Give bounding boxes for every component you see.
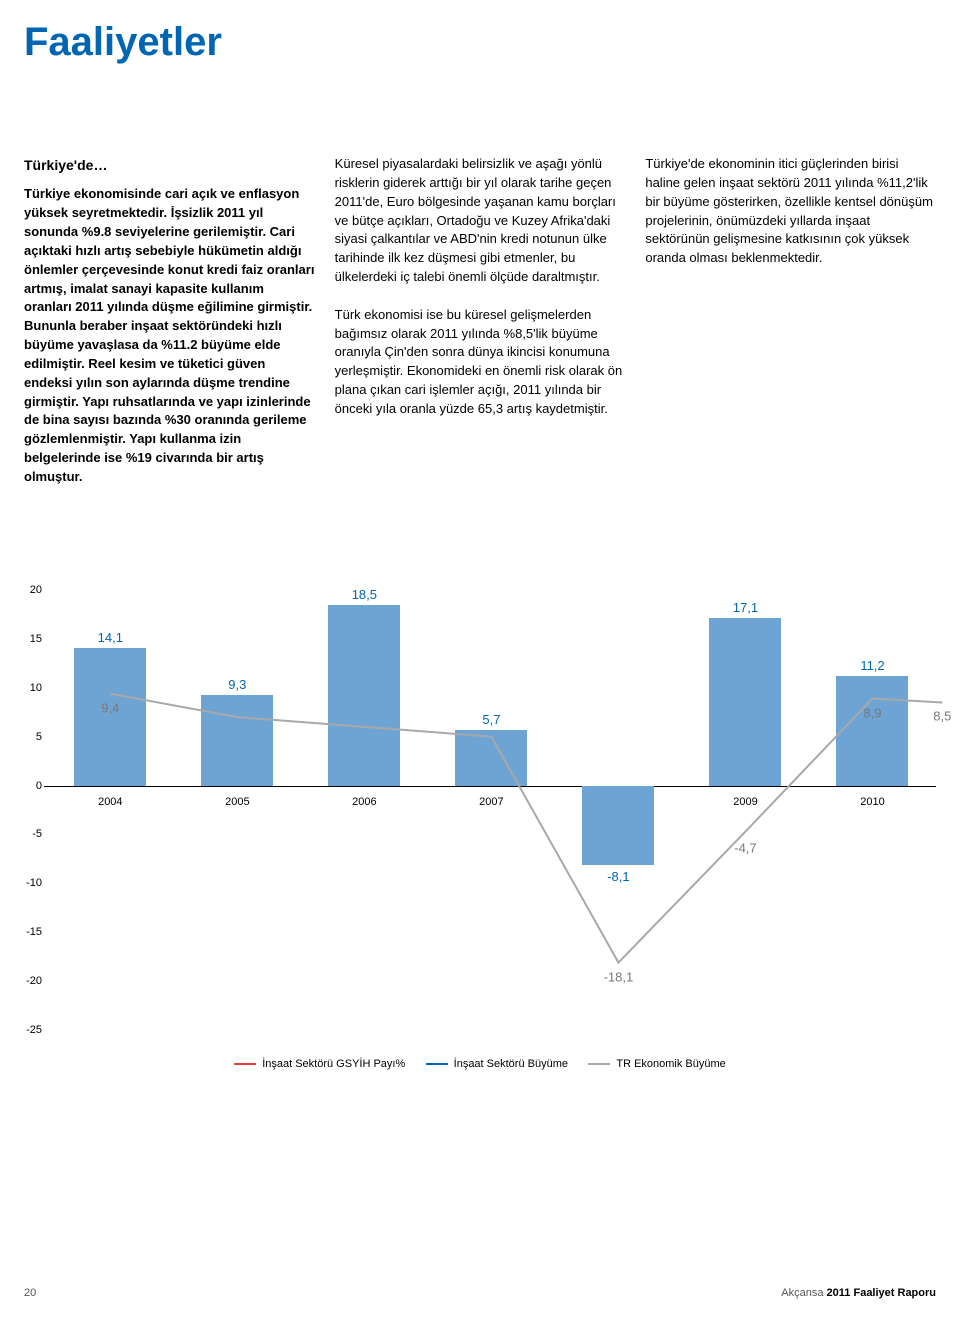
column-1: Türkiye'de… Türkiye ekonomisinde cari aç…	[24, 155, 315, 487]
legend-label: TR Ekonomik Büyüme	[616, 1058, 725, 1070]
line-value-label: -18,1	[604, 969, 634, 984]
legend-label: İnşaat Sektörü GSYİH Payı%	[262, 1058, 405, 1070]
legend-item: İnşaat Sektörü GSYİH Payı%	[234, 1058, 405, 1070]
legend-swatch	[234, 1063, 256, 1065]
text-columns: Türkiye'de… Türkiye ekonomisinde cari aç…	[0, 65, 960, 487]
chart-line-svg	[24, 590, 936, 1030]
chart-legend: İnşaat Sektörü GSYİH Payı% İnşaat Sektörü…	[24, 1058, 936, 1070]
col1-subtitle: Türkiye'de…	[24, 155, 315, 175]
chart-container: 20151050-5-10-15-20-25200420052006200720…	[24, 590, 936, 1070]
page-title: Faaliyetler	[0, 0, 960, 65]
line-value-label: -4,7	[734, 840, 756, 855]
column-2: Küresel piyasalardaki belirsizlik ve aşa…	[335, 155, 626, 487]
footer-doc-name: Akçansa	[781, 1287, 823, 1299]
legend-item: İnşaat Sektörü Büyüme	[426, 1058, 568, 1070]
footer-doc-suffix: 2011 Faaliyet Raporu	[824, 1287, 937, 1299]
chart-plot-area: 20151050-5-10-15-20-25200420052006200720…	[24, 590, 936, 1030]
legend-swatch	[426, 1063, 448, 1065]
page-footer: 20 Akçansa 2011 Faaliyet Raporu	[24, 1287, 936, 1299]
page-number: 20	[24, 1287, 36, 1299]
legend-item: TR Ekonomik Büyüme	[588, 1058, 725, 1070]
col2-paragraph-2: Türk ekonomisi ise bu küresel gelişmeler…	[335, 306, 626, 419]
col2-paragraph-1: Küresel piyasalardaki belirsizlik ve aşa…	[335, 155, 626, 287]
line-value-label: 8,9	[863, 705, 881, 720]
line-value-label: 9,4	[101, 700, 119, 715]
col3-paragraph: Türkiye'de ekonominin itici güçlerinden …	[645, 155, 936, 268]
legend-label: İnşaat Sektörü Büyüme	[454, 1058, 568, 1070]
legend-swatch	[588, 1063, 610, 1065]
column-3: Türkiye'de ekonominin itici güçlerinden …	[645, 155, 936, 487]
footer-doc-title: Akçansa 2011 Faaliyet Raporu	[781, 1287, 936, 1299]
col1-paragraph: Türkiye ekonomisinde cari açık ve enflas…	[24, 185, 315, 487]
line-value-label: 8,5	[933, 709, 951, 724]
